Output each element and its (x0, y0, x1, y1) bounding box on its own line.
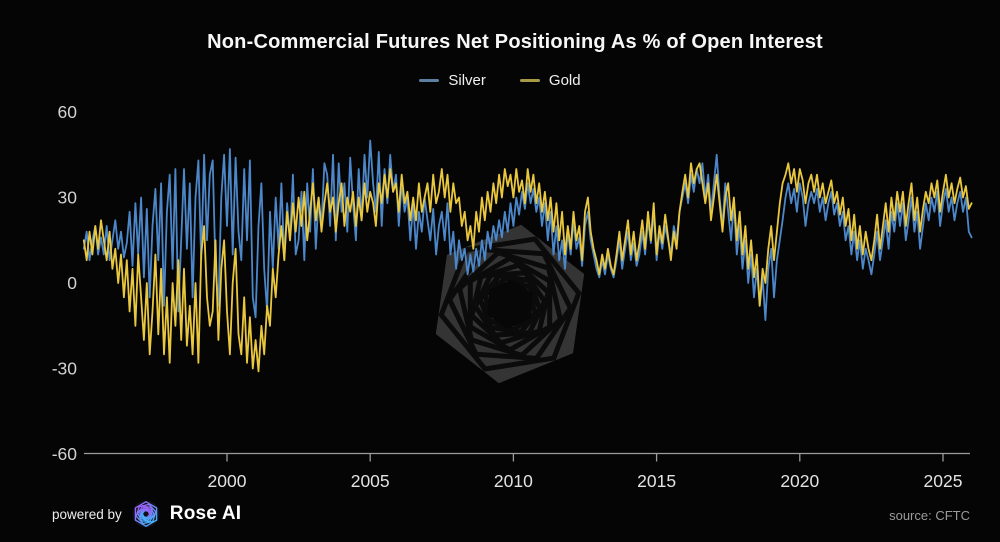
x-tick-label: 2020 (780, 471, 819, 491)
legend-item-gold[interactable]: Gold (519, 72, 581, 89)
legend: Silver Gold (0, 72, 1000, 89)
y-tick-label: -30 (52, 359, 78, 379)
brand-name: Rose AI (169, 503, 242, 524)
legend-item-silver[interactable]: Silver (419, 72, 486, 89)
rose-ai-logo-icon (132, 500, 160, 528)
x-tick-label: 2010 (494, 471, 533, 491)
series-line-gold (82, 162, 973, 373)
gold-legend-swatch (519, 78, 540, 83)
y-tick-label: 30 (58, 188, 78, 208)
series-line-silver (82, 139, 973, 322)
y-tick-label: 0 (67, 273, 77, 293)
x-tick-label: 2000 (208, 471, 247, 491)
gold-legend-label: Gold (548, 72, 581, 89)
silver-legend-swatch (419, 78, 440, 83)
x-tick-label: 2025 (924, 471, 963, 491)
chart-title: Non-Commercial Futures Net Positioning A… (207, 31, 823, 53)
footer-branding: powered by Rose AI (52, 497, 241, 531)
x-tick-label: 2005 (351, 471, 390, 491)
y-tick-label: 60 (58, 102, 78, 122)
powered-by-text: powered by (52, 506, 122, 522)
x-tick-label: 2015 (637, 471, 676, 491)
silver-legend-label: Silver (448, 72, 486, 89)
y-tick-label: -60 (52, 444, 78, 464)
source-label: source: CFTC (889, 508, 970, 523)
